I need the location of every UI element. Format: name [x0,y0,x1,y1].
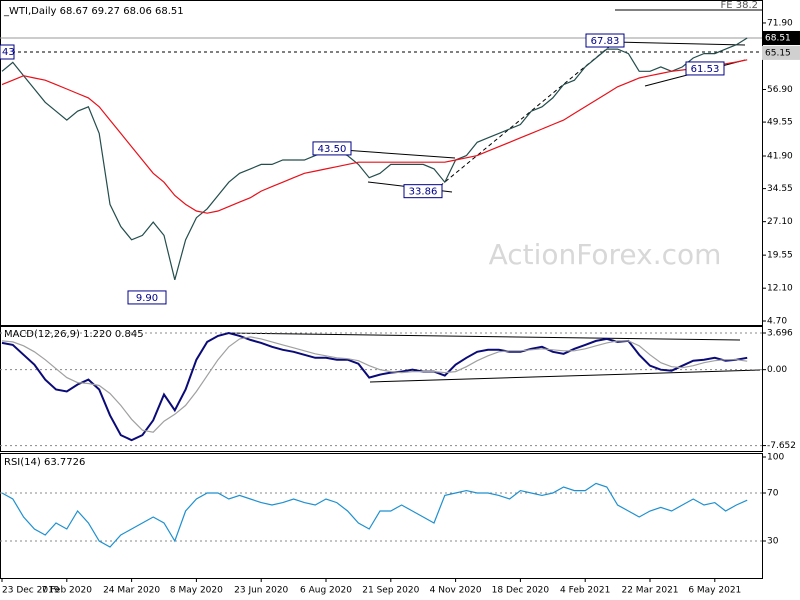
macd-trend [227,332,741,341]
y-tick-label: 12.10 [767,284,793,294]
fe-label: FE 38.2 [720,0,758,11]
last-price-box [762,30,800,45]
x-tick-label: 7 Feb 2020 [42,586,93,596]
left-label: 43 [2,47,15,58]
last-price-label: 68.51 [765,33,791,43]
y-tick-label: -7.652 [767,441,796,451]
rsi-panel [0,453,763,579]
annotation-label: 61.53 [691,64,720,75]
y-tick-label: 27.10 [767,217,793,227]
trend-line [614,41,746,46]
macd-panel [0,326,763,452]
x-tick-label: 4 Feb 2021 [560,586,610,596]
series-line [1,336,748,433]
price-panel [0,0,763,326]
panel-title: MACD(12,26,9) 1.220 0.845 [4,329,144,340]
y-tick-label: 49.55 [767,118,793,128]
annotation-box [685,61,725,76]
y-tick-label: 19.55 [767,251,793,261]
annotation-label: 9.90 [136,293,158,304]
annotation-box [585,33,625,48]
x-tick-label: 21 Sep 2020 [362,586,419,596]
annotation-box [403,184,443,199]
series-line [1,37,748,280]
watermark: ActionForex.com [489,238,722,271]
x-tick-label: 22 Mar 2021 [621,586,678,596]
y-tick-label: 56.90 [767,85,793,95]
panel-title: _WTI,Daily 68.67 69.27 68.06 68.51 [3,6,184,17]
x-tick-label: 18 Dec 2020 [492,586,550,596]
y-tick-label: 4.70 [767,317,787,327]
x-tick-label: 23 Dec 2019 [2,586,60,596]
trend-line [439,41,616,187]
macd-trend [369,369,761,383]
level-label: 65.15 [765,48,791,58]
x-tick-label: 6 May 2021 [688,586,741,596]
x-tick-label: 4 Nov 2020 [430,586,482,596]
x-tick-label: 23 Jun 2020 [234,586,288,596]
y-tick-label: 71.90 [767,18,793,28]
annotation-label: 43.50 [318,144,347,155]
left-label-box [0,44,15,60]
y-tick-label: 41.90 [767,152,793,162]
level-box [762,45,800,60]
series-line [1,59,748,214]
annotation-box [312,141,352,156]
y-tick-label: 30 [767,537,779,547]
y-tick-label: 70 [767,489,779,499]
annotation-label: 33.86 [409,187,438,198]
x-tick-label: 6 Aug 2020 [300,586,352,596]
series-line [1,482,748,548]
annotation-box [127,290,167,305]
y-tick-label: 100 [767,453,784,463]
x-tick-label: 8 May 2020 [170,586,223,596]
annotation-label: 67.83 [591,36,620,47]
x-tick-label: 24 Mar 2020 [103,586,160,596]
panel-title: RSI(14) 63.7726 [4,457,85,468]
y-tick-label: 0.00 [767,365,787,375]
y-tick-label: 34.55 [767,184,793,194]
y-tick-label: 3.696 [767,328,793,338]
